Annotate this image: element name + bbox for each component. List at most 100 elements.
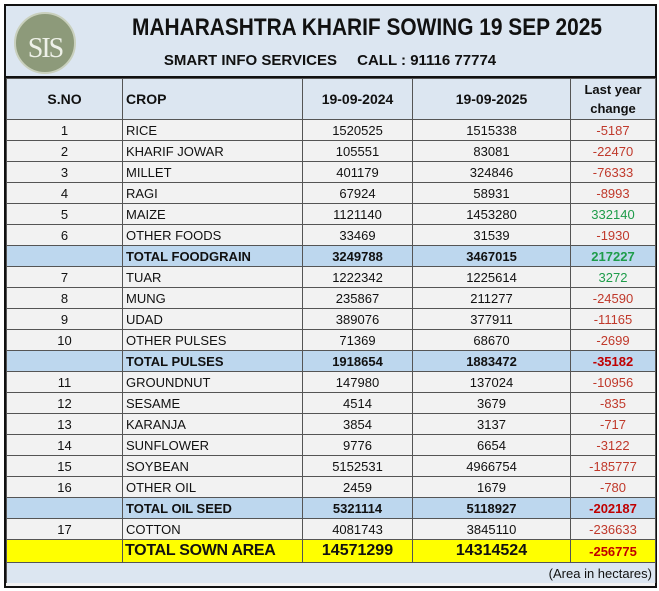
table-row: 13 KARANJA 3854 3137 -717 [6,413,656,435]
value-2024-cell: 3854 [302,413,413,435]
value-2024-cell: 105551 [302,140,413,162]
value-2025-cell: 31539 [412,224,571,246]
crop-cell: TOTAL PULSES [122,350,303,372]
value-2024-cell: 1520525 [302,119,413,141]
sno-cell: 10 [6,329,123,351]
value-2024-cell: 5321114 [302,497,413,519]
change-cell: 332140 [570,203,656,225]
table-row: 4 RAGI 67924 58931 -8993 [6,182,656,204]
crop-cell: OTHER OIL [122,476,303,498]
table-row: 7 TUAR 1222342 1225614 3272 [6,266,656,288]
sno-cell [6,245,123,267]
value-2025-cell: 1515338 [412,119,571,141]
subtotal-row: TOTAL PULSES 1918654 1883472 -35182 [6,350,656,372]
sno-cell: 13 [6,413,123,435]
change-cell: -3122 [570,434,656,456]
value-2025-cell: 324846 [412,161,571,183]
table-row: 14 SUNFLOWER 9776 6654 -3122 [6,434,656,456]
change-cell: -76333 [570,161,656,183]
table-header-row: S.NO CROP 19-09-2024 19-09-2025 Last yea… [6,78,656,120]
crop-cell: TOTAL FOODGRAIN [122,245,303,267]
change-cell: -717 [570,413,656,435]
change-cell: -256775 [570,539,656,563]
table-row: 16 OTHER OIL 2459 1679 -780 [6,476,656,498]
crop-cell: GROUNDNUT [122,371,303,393]
value-2025-cell: 4966754 [412,455,571,477]
change-cell: -8993 [570,182,656,204]
value-2025-cell: 1453280 [412,203,571,225]
sno-cell: 8 [6,287,123,309]
report-header: SIS MAHARASHTRA KHARIF SOWING 19 SEP 202… [6,6,655,78]
change-cell: 217227 [570,245,656,267]
sno-cell: 17 [6,518,123,540]
crop-cell: COTTON [122,518,303,540]
change-cell: -22470 [570,140,656,162]
value-2025-cell: 83081 [412,140,571,162]
value-2024-cell: 5152531 [302,455,413,477]
value-2025-cell: 1883472 [412,350,571,372]
col-2025: 19-09-2025 [412,78,571,120]
table-row: 2 KHARIF JOWAR 105551 83081 -22470 [6,140,656,162]
sno-cell: 3 [6,161,123,183]
crop-cell: TUAR [122,266,303,288]
crop-cell: MAIZE [122,203,303,225]
crop-cell: MUNG [122,287,303,309]
table-row: 15 SOYBEAN 5152531 4966754 -185777 [6,455,656,477]
subtotal-row: TOTAL FOODGRAIN 3249788 3467015 217227 [6,245,656,267]
sno-cell: 6 [6,224,123,246]
change-cell: -202187 [570,497,656,519]
change-cell: -35182 [570,350,656,372]
value-2025-cell: 1679 [412,476,571,498]
crop-cell: OTHER FOODS [122,224,303,246]
value-2025-cell: 3679 [412,392,571,414]
subtitle: SMART INFO SERVICES CALL : 91116 77774 [90,52,570,70]
value-2024-cell: 9776 [302,434,413,456]
value-2025-cell: 6654 [412,434,571,456]
value-2025-cell: 377911 [412,308,571,330]
value-2024-cell: 235867 [302,287,413,309]
table-row: 10 OTHER PULSES 71369 68670 -2699 [6,329,656,351]
crop-cell: SESAME [122,392,303,414]
table-row: 6 OTHER FOODS 33469 31539 -1930 [6,224,656,246]
crop-cell: RAGI [122,182,303,204]
change-cell: -5187 [570,119,656,141]
table-row: 9 UDAD 389076 377911 -11165 [6,308,656,330]
crop-cell: MILLET [122,161,303,183]
page-title: MAHARASHTRA KHARIF SOWING 19 SEP 2025 [132,14,602,41]
col-sno: S.NO [6,78,123,120]
sno-cell: 16 [6,476,123,498]
col-crop: CROP [122,78,303,120]
crop-cell: SOYBEAN [122,455,303,477]
change-cell: -236633 [570,518,656,540]
sno-cell [6,350,123,372]
change-cell: -780 [570,476,656,498]
change-cell: -10956 [570,371,656,393]
value-2024-cell: 1918654 [302,350,413,372]
value-2025-cell: 211277 [412,287,571,309]
value-2024-cell: 3249788 [302,245,413,267]
sno-cell: 15 [6,455,123,477]
sno-cell: 1 [6,119,123,141]
table-row: 11 GROUNDNUT 147980 137024 -10956 [6,371,656,393]
report-frame: SIS MAHARASHTRA KHARIF SOWING 19 SEP 202… [4,4,657,588]
crop-cell: KARANJA [122,413,303,435]
change-cell: -2699 [570,329,656,351]
sno-cell: 4 [6,182,123,204]
value-2024-cell: 389076 [302,308,413,330]
table-row: 17 COTTON 4081743 3845110 -236633 [6,518,656,540]
company-name: SMART INFO SERVICES [163,52,337,69]
value-2025-cell: 1225614 [412,266,571,288]
crop-cell: RICE [122,119,303,141]
change-cell: -185777 [570,455,656,477]
change-cell: -835 [570,392,656,414]
crop-cell: TOTAL SOWN AREA [122,539,303,563]
value-2025-cell: 5118927 [412,497,571,519]
crop-cell: TOTAL OIL SEED [122,497,303,519]
crop-cell: SUNFLOWER [122,434,303,456]
change-cell: -24590 [570,287,656,309]
sno-cell: 2 [6,140,123,162]
sno-cell: 9 [6,308,123,330]
table-row: 1 RICE 1520525 1515338 -5187 [6,119,656,141]
value-2025-cell: 3845110 [412,518,571,540]
value-2024-cell: 2459 [302,476,413,498]
